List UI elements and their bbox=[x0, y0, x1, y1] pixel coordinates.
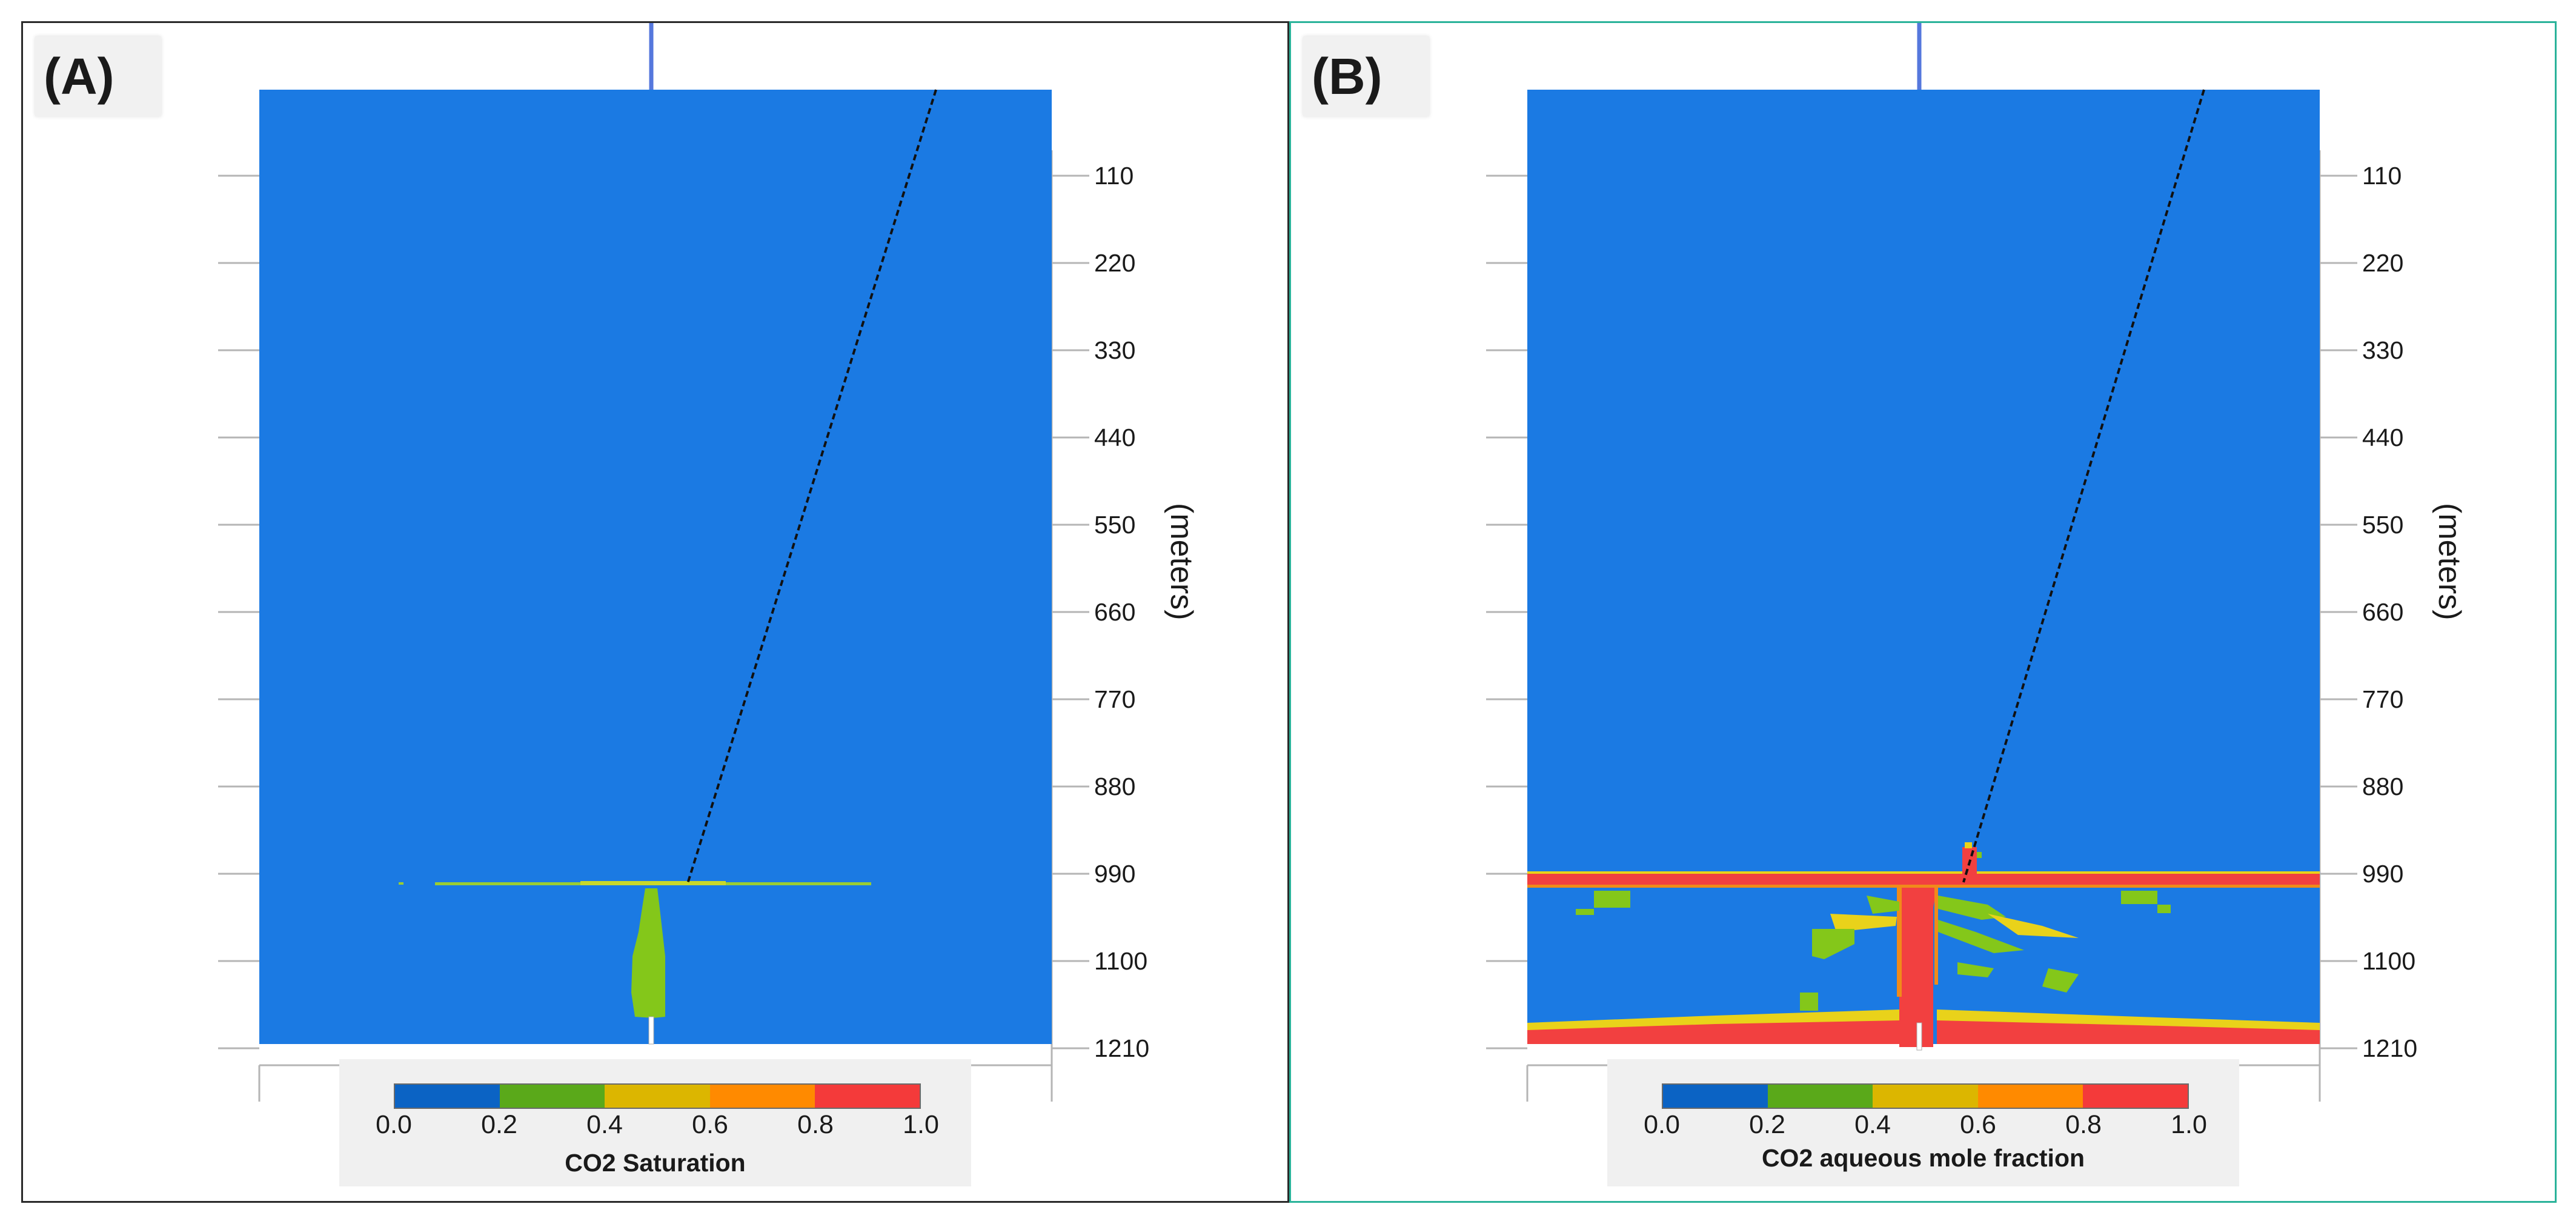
plume-layer-core bbox=[580, 881, 726, 885]
depth-tick-label: 440 bbox=[2362, 424, 2403, 451]
depth-tick-label: 990 bbox=[2362, 860, 2403, 888]
layer-fringe bbox=[1527, 871, 2320, 874]
depth-tick-label: 220 bbox=[1094, 249, 1135, 277]
depth-tick-label: 330 bbox=[1094, 336, 1135, 364]
panel-b: (B) bbox=[1289, 21, 2557, 1203]
colorbar-tick-label: 0.8 bbox=[2065, 1110, 2102, 1139]
co2-saturation-field bbox=[259, 89, 1052, 1045]
colorbar-tick-label: 0.4 bbox=[586, 1110, 623, 1139]
depth-tick-label: 880 bbox=[1094, 773, 1135, 800]
depth-tick-label: 1100 bbox=[2362, 947, 2415, 975]
colorbar-tick-label: 0.8 bbox=[797, 1110, 834, 1139]
upper-red-layer bbox=[1527, 874, 2320, 885]
colorbar-tick-label: 0.6 bbox=[1960, 1110, 1996, 1139]
panel-a: (A) bbox=[21, 21, 1289, 1203]
colorbar-tick-label: 0.0 bbox=[376, 1110, 412, 1139]
fault-line bbox=[1962, 89, 2205, 883]
depth-units: (meters) bbox=[2432, 503, 2467, 620]
depth-tick-label: 770 bbox=[1094, 685, 1135, 713]
colorbar bbox=[1662, 1083, 2189, 1109]
depth-tick-label: 220 bbox=[2362, 249, 2403, 277]
depth-tick-label: 660 bbox=[2362, 598, 2403, 626]
colorbar-tick-label: 0.2 bbox=[1749, 1110, 1785, 1139]
legend-title: CO2 Saturation bbox=[565, 1149, 746, 1177]
panel-label: (A) bbox=[44, 48, 115, 105]
depth-tick-label: 1210 bbox=[2362, 1034, 2417, 1062]
plume-column bbox=[631, 888, 665, 1018]
depth-tick-label: 440 bbox=[1094, 424, 1135, 451]
depth-tick-label: 550 bbox=[1094, 511, 1135, 539]
colorbar-tick-label: 0.0 bbox=[1644, 1110, 1680, 1139]
injection-well bbox=[648, 1016, 654, 1045]
central-red-column bbox=[1899, 888, 1937, 1047]
depth-tick-label: 880 bbox=[2362, 773, 2403, 800]
panel-label-box: (A) bbox=[35, 36, 161, 116]
colorbar-legend: 0.0 0.2 0.4 0.6 0.8 1.0 CO2 Saturation bbox=[339, 1059, 971, 1186]
colorbar-tick-label: 1.0 bbox=[2171, 1110, 2207, 1139]
co2-mole-fraction-field bbox=[1527, 89, 2320, 1051]
colorbar-tick-label: 1.0 bbox=[903, 1110, 939, 1139]
depth-tick-label: 770 bbox=[2362, 685, 2403, 713]
colorbar-tick-label: 0.6 bbox=[692, 1110, 728, 1139]
depth-tick-label: 1210 bbox=[1094, 1034, 1149, 1062]
depth-tick-label: 330 bbox=[2362, 336, 2403, 364]
injection-well bbox=[1916, 1022, 1922, 1051]
colorbar-legend: 0.0 0.2 0.4 0.6 0.8 1.0 CO2 aqueous mole… bbox=[1607, 1059, 2239, 1186]
panel-label: (B) bbox=[1312, 48, 1383, 105]
depth-tick-label: 990 bbox=[1094, 860, 1135, 888]
colorbar-tick-label: 0.4 bbox=[1854, 1110, 1891, 1139]
legend-title: CO2 aqueous mole fraction bbox=[1761, 1144, 2085, 1172]
depth-tick-label: 660 bbox=[1094, 598, 1135, 626]
bottom-red-layer bbox=[1527, 1020, 1899, 1044]
depth-tick-label: 110 bbox=[1094, 162, 1134, 190]
depth-units: (meters) bbox=[1164, 503, 1199, 620]
colorbar-tick-label: 0.2 bbox=[481, 1110, 517, 1139]
depth-tick-label: 110 bbox=[2362, 162, 2402, 190]
panel-label-box: (B) bbox=[1303, 36, 1429, 116]
colorbar bbox=[394, 1083, 921, 1109]
depth-tick-label: 550 bbox=[2362, 511, 2403, 539]
fault-line bbox=[686, 89, 937, 884]
depth-tick-label: 1100 bbox=[1094, 947, 1147, 975]
